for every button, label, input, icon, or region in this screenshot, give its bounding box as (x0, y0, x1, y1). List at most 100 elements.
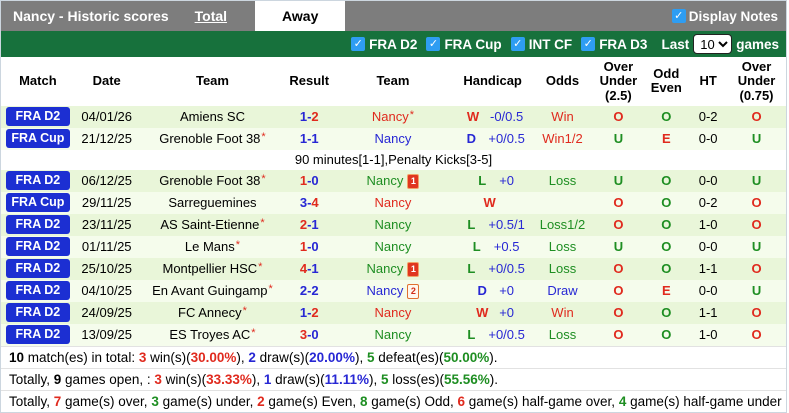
handicap-cell: D +0 (454, 280, 532, 302)
handicap-cell: L +0/0.5 (454, 324, 532, 346)
over-under-25-cell: U (613, 173, 624, 189)
home-team-cell: Le Mans* (184, 239, 241, 255)
over-under-075-cell: U (751, 239, 762, 255)
league-filter-fra-d3[interactable]: ✓ FRA D3 (581, 37, 647, 52)
match-cell: FRA D2 (1, 280, 75, 302)
away-team-cell: Nancy 2 (332, 280, 453, 302)
summary-segment: match(es) in total: (24, 349, 139, 365)
away-team-cell: Nancy (374, 195, 412, 211)
handicap-value: -0/0.5 (489, 109, 524, 125)
display-notes-toggle[interactable]: ✓ Display Notes (671, 1, 786, 31)
odds-cell (532, 192, 594, 214)
summary-segment: 9 (53, 371, 62, 387)
ht-cell: 0-0 (698, 239, 718, 255)
date-cell: 23/11/25 (81, 217, 132, 233)
summary-line: Totally, 7 game(s) over, 3 game(s) under… (1, 389, 786, 412)
column-header: Result (286, 57, 333, 106)
home-team-cell: Sarreguemines (168, 195, 257, 211)
league-filter-int-cf[interactable]: ✓ INT CF (510, 37, 572, 52)
handicap-value: +0 (499, 305, 515, 321)
result-cell: 3-4 (299, 195, 319, 211)
summary-segment: 55.56% (444, 371, 490, 387)
odd-even-cell: E (661, 283, 671, 299)
result-letter: W (466, 109, 480, 125)
table-row: FRA D2 04/10/25 En Avant Guingamp* 2-2 Nancy… (1, 279, 786, 302)
over-under-075-cell: O (751, 195, 762, 211)
league-checkbox-icon[interactable]: ✓ (510, 37, 525, 51)
handicap-value: +0.5 (493, 239, 520, 255)
tab-total[interactable]: Total (194, 8, 228, 24)
home-team-cell: Grenoble Foot 38* (159, 131, 266, 147)
summary-segment: 8 (359, 393, 368, 409)
league-filter-fra-cup[interactable]: ✓ FRA Cup (426, 37, 502, 52)
summary-line: 10 match(es) in total: 3 win(s)(30.00%),… (1, 345, 786, 368)
home-team-cell: En Avant Guingamp* (152, 283, 273, 299)
result-letter: W (476, 305, 489, 321)
home-star: * (261, 173, 266, 186)
summary-segment: win(s)( (161, 371, 207, 387)
table-row: FRA Cup 29/11/25 Sarreguemines 3-4 Nancy W O O 0… (1, 191, 786, 214)
result-cell: 2-1 (299, 217, 319, 233)
summary-segment: 33.33% (206, 371, 252, 387)
column-header: Handicap (453, 57, 532, 106)
home-star: * (251, 327, 256, 340)
games-count-select[interactable]: 10 (693, 34, 733, 54)
league-filter-bar: ✓ FRA D2 ✓ FRA Cup ✓ INT CF ✓ FRA D3 Last 10 ga… (1, 31, 786, 57)
ht-cell: 0-2 (698, 195, 718, 211)
tab-away[interactable]: Away (255, 1, 346, 31)
date-cell: 13/09/25 (81, 327, 133, 343)
summary-segment: 5 (380, 371, 389, 387)
date-cell: 29/11/25 (81, 195, 132, 211)
away-team-cell: Nancy (374, 131, 412, 147)
summary-segment: game(s) over, (61, 393, 152, 409)
handicap-value: +0/0.5 (488, 261, 525, 277)
league-checkbox-icon[interactable]: ✓ (351, 37, 366, 51)
summary-segment: ), (251, 371, 264, 387)
date-cell: 01/11/25 (81, 239, 132, 255)
games-label: games (736, 36, 779, 52)
ht-cell: 1-1 (698, 305, 718, 321)
column-header: Odds (531, 57, 594, 106)
summary-line: Totally, 9 games open, : 3 win(s)(33.33%… (1, 367, 786, 390)
match-cell: FRA D2 (1, 258, 75, 280)
table-row: FRA D2 01/11/25 Le Mans* 1-0 Nancy L +0.5 Loss U… (1, 235, 786, 258)
over-under-075-cell: U (751, 173, 762, 189)
match-cell: FRA D2 (1, 170, 75, 192)
table-row: FRA D2 04/01/26 Amiens SC 1-2 Nancy* W -0/0.5 W… (1, 105, 786, 128)
odd-even-cell: O (661, 261, 672, 277)
home-team-cell: Montpellier HSC* (162, 261, 263, 277)
summary-segment: loss(es)( (388, 371, 444, 387)
date-cell: 06/12/25 (81, 173, 133, 189)
odds-cell: Loss1/2 (539, 217, 586, 233)
league-badge: FRA D2 (6, 107, 70, 127)
handicap-value: +0 (499, 283, 515, 299)
summary-segment: game(s) Odd, (367, 393, 458, 409)
league-badge: FRA D2 (6, 325, 70, 345)
handicap-cell: D +0/0.5 (454, 128, 532, 150)
display-notes-checkbox-icon[interactable]: ✓ (671, 9, 686, 23)
over-under-075-cell: U (751, 131, 762, 147)
over-under-25-cell: U (613, 131, 624, 147)
ht-cell: 0-0 (698, 283, 718, 299)
display-notes-label: Display Notes (688, 8, 778, 24)
note-row: 90 minutes[1-1],Penalty Kicks[3-5] (1, 149, 786, 170)
summary-segment: ). (489, 371, 499, 387)
away-team-cell: Nancy* (371, 109, 415, 125)
summary-segment: games open, : (61, 371, 155, 387)
over-under-25-cell: O (613, 283, 624, 299)
league-checkbox-icon[interactable]: ✓ (581, 37, 596, 51)
league-checkbox-icon[interactable]: ✓ (426, 37, 441, 51)
odd-even-cell: O (661, 239, 672, 255)
summary-segment: draw(s)( (255, 349, 310, 365)
column-header: Over Under (0.75) (727, 57, 786, 106)
league-badge: FRA D2 (6, 171, 70, 191)
result-cell: 2-2 (299, 283, 319, 299)
league-filter-fra-d2[interactable]: ✓ FRA D2 (351, 37, 417, 52)
summary-segment: ). (489, 349, 498, 365)
home-team-cell: Grenoble Foot 38* (159, 173, 266, 189)
table-row: FRA D2 06/12/25 Grenoble Foot 38* 1-0 Nancy 1… (1, 169, 786, 192)
column-header: HT (689, 57, 728, 106)
over-under-25-cell: O (613, 195, 624, 211)
summary-segment: game(s) half-game under (626, 393, 782, 409)
